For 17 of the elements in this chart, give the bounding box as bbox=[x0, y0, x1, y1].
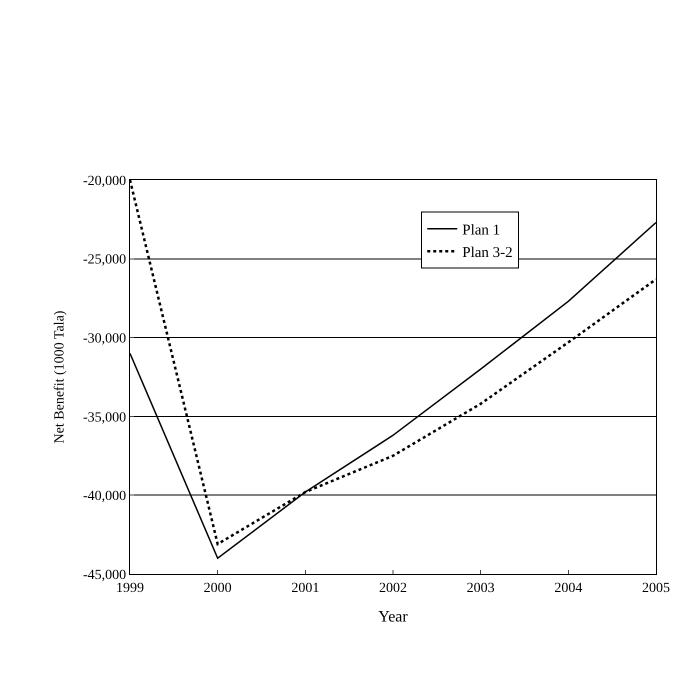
x-tick-label: 2003 bbox=[466, 580, 495, 596]
legend-label: Plan 3-2 bbox=[462, 245, 513, 262]
x-tick-label: 2001 bbox=[291, 580, 320, 596]
y-tick-label: -35,000 bbox=[83, 410, 126, 426]
x-tick-label: 2004 bbox=[554, 580, 582, 596]
x-tick-label: 2000 bbox=[204, 580, 232, 596]
y-tick-label: -40,000 bbox=[83, 489, 126, 504]
y-axis-title: Net Benefit (1000 Tala) bbox=[52, 310, 68, 444]
y-tick-label: -30,000 bbox=[83, 332, 126, 346]
y-tick-label: -45,000 bbox=[83, 568, 126, 583]
x-tick-label: 2002 bbox=[379, 580, 407, 596]
x-tick-label: 2005 bbox=[642, 580, 670, 596]
x-tick-label: 1999 bbox=[116, 580, 144, 596]
y-tick-label: -25,000 bbox=[83, 252, 126, 268]
legend-label: Plan 1 bbox=[462, 222, 500, 239]
y-tick-label: -20,000 bbox=[83, 174, 126, 189]
x-axis-title: Year bbox=[378, 608, 408, 626]
